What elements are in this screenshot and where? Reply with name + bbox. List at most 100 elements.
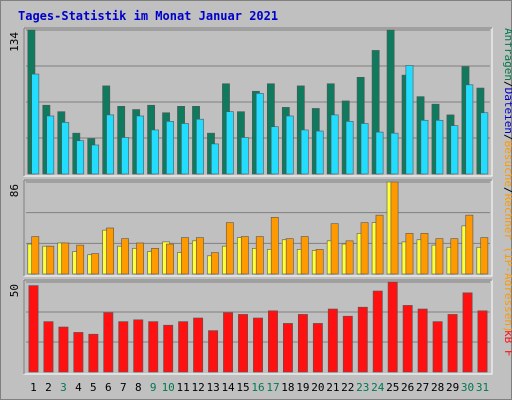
legend-anfragen: Anfragen	[502, 28, 512, 81]
bar-top-s1-d9	[151, 129, 159, 175]
bar-middle-s1-d2	[46, 245, 55, 275]
bar-top-s1-d10	[166, 121, 174, 175]
bar-bottom-s0-d16	[253, 317, 263, 373]
bar-middle-s1-d16	[255, 236, 264, 275]
bar-bottom-s0-d2	[43, 321, 54, 373]
bar-bottom-s0-d25	[387, 281, 398, 373]
bar-bottom-s0-d30	[462, 292, 473, 373]
bar-middle-s1-d21	[330, 223, 339, 275]
y-max-label: 134	[8, 32, 21, 52]
bar-top-s1-d31	[480, 112, 489, 175]
bar-middle-s1-d5	[91, 253, 100, 275]
bar-top-s1-d3	[61, 122, 70, 175]
bar-middle-s1-d3	[61, 242, 70, 275]
day-label-15: 15	[236, 381, 249, 394]
bar-top-s1-d19	[300, 129, 309, 175]
bar-top-s1-d26	[405, 65, 414, 175]
bar-middle-s1-d20	[315, 249, 324, 275]
bar-top-s1-d23	[360, 123, 369, 175]
day-label-29: 29	[446, 381, 459, 394]
bar-bottom-s0-d21	[327, 308, 338, 373]
day-label-16: 16	[251, 381, 264, 394]
bar-middle-s1-d27	[420, 233, 429, 275]
day-label-21: 21	[326, 381, 339, 394]
panel-middle: 86	[8, 179, 493, 277]
bar-top-s1-d18	[285, 115, 294, 175]
bar-top-s1-d21	[330, 114, 339, 175]
bar-bottom-s0-d18	[282, 323, 293, 373]
bar-bottom-s0-d24	[372, 290, 383, 373]
bar-top-s1-d6	[106, 114, 115, 175]
bar-top-s1-d20	[315, 130, 324, 175]
bar-bottom-s0-d31	[477, 310, 488, 373]
bar-top-s1-d22	[345, 121, 354, 175]
bar-top-s1-d14	[225, 111, 234, 175]
day-label-4: 4	[75, 381, 82, 394]
bar-top-s1-d16	[255, 93, 264, 175]
bar-top-s1-d8	[136, 115, 144, 175]
bar-middle-s1-d14	[225, 222, 234, 275]
bar-bottom-s0-d9	[148, 321, 159, 373]
bar-top-s1-d12	[196, 118, 204, 175]
legend-top-series: Anfragen/Dateien/Besuche/Rechner (IP-Adr…	[502, 28, 512, 333]
bar-top-s1-d15	[240, 137, 249, 175]
day-label-23: 23	[356, 381, 369, 394]
bar-middle-s1-d8	[136, 242, 144, 275]
bar-bottom-s0-d27	[417, 308, 428, 373]
legend-besuche: Besuche	[502, 141, 512, 187]
bar-top-s1-d13	[211, 143, 219, 175]
bar-middle-s1-d26	[405, 233, 414, 275]
day-label-22: 22	[341, 381, 354, 394]
day-label-30: 30	[461, 381, 474, 394]
bar-top-s1-d27	[420, 119, 429, 175]
bar-bottom-s0-d28	[432, 321, 443, 373]
bar-middle-s1-d28	[435, 238, 444, 275]
bar-middle-s1-d12	[196, 237, 204, 275]
bar-middle-s1-d15	[240, 236, 249, 275]
bar-bottom-s0-d6	[103, 312, 114, 373]
bar-bottom-s0-d26	[402, 305, 413, 373]
bar-top-s1-d17	[270, 126, 279, 175]
bar-top-s1-d24	[375, 131, 384, 175]
bar-middle-s1-d10	[166, 243, 174, 275]
chart-panels: 134 86 50	[8, 27, 493, 375]
bar-middle-s1-d24	[375, 214, 384, 275]
legend-rechner: Rechner (IP-Adressen)	[502, 194, 512, 333]
day-label-26: 26	[401, 381, 414, 394]
bar-bottom-s0-d29	[447, 314, 458, 373]
bar-top-s1-d5	[91, 144, 100, 175]
day-label-5: 5	[90, 381, 97, 394]
day-label-9: 9	[150, 381, 157, 394]
y-max-label: 86	[8, 184, 21, 197]
bar-bottom-s0-d7	[118, 321, 129, 373]
day-labels: 1 2 3 4 5 6 7 8 9 10 11 12 13 14 15 16 17 18 19 20 21 22 23 24 2…	[30, 381, 489, 394]
bar-top-s1-d4	[76, 140, 85, 175]
day-label-19: 19	[296, 381, 309, 394]
bar-middle-s1-d18	[285, 238, 294, 275]
day-label-28: 28	[431, 381, 444, 394]
y-max-label: 50	[8, 284, 21, 297]
bar-middle-s1-d19	[300, 236, 309, 275]
day-label-3: 3	[60, 381, 67, 394]
bar-bottom-s0-d11	[178, 321, 189, 373]
bar-top-s1-d28	[435, 119, 444, 175]
bar-top-s1-d1	[31, 73, 40, 175]
day-label-8: 8	[135, 381, 142, 394]
day-label-27: 27	[416, 381, 429, 394]
bar-bottom-s0-d1	[28, 285, 39, 373]
bar-bottom-s0-d23	[357, 306, 368, 373]
bar-middle-s1-d13	[211, 252, 219, 275]
bar-middle-s1-d17	[270, 217, 279, 275]
bar-middle-s1-d30	[465, 214, 474, 275]
bar-top-s1-d11	[181, 123, 189, 175]
panel-top: 134	[8, 27, 493, 177]
day-label-17: 17	[266, 381, 279, 394]
bar-bottom-s0-d22	[342, 315, 353, 373]
day-label-1: 1	[30, 381, 37, 394]
bar-bottom-s0-d10	[163, 324, 174, 373]
bar-middle-s1-d23	[360, 222, 369, 275]
bar-bottom-s0-d19	[297, 314, 308, 373]
bar-middle-s1-d11	[181, 237, 189, 275]
bar-middle-s1-d1	[31, 236, 40, 275]
